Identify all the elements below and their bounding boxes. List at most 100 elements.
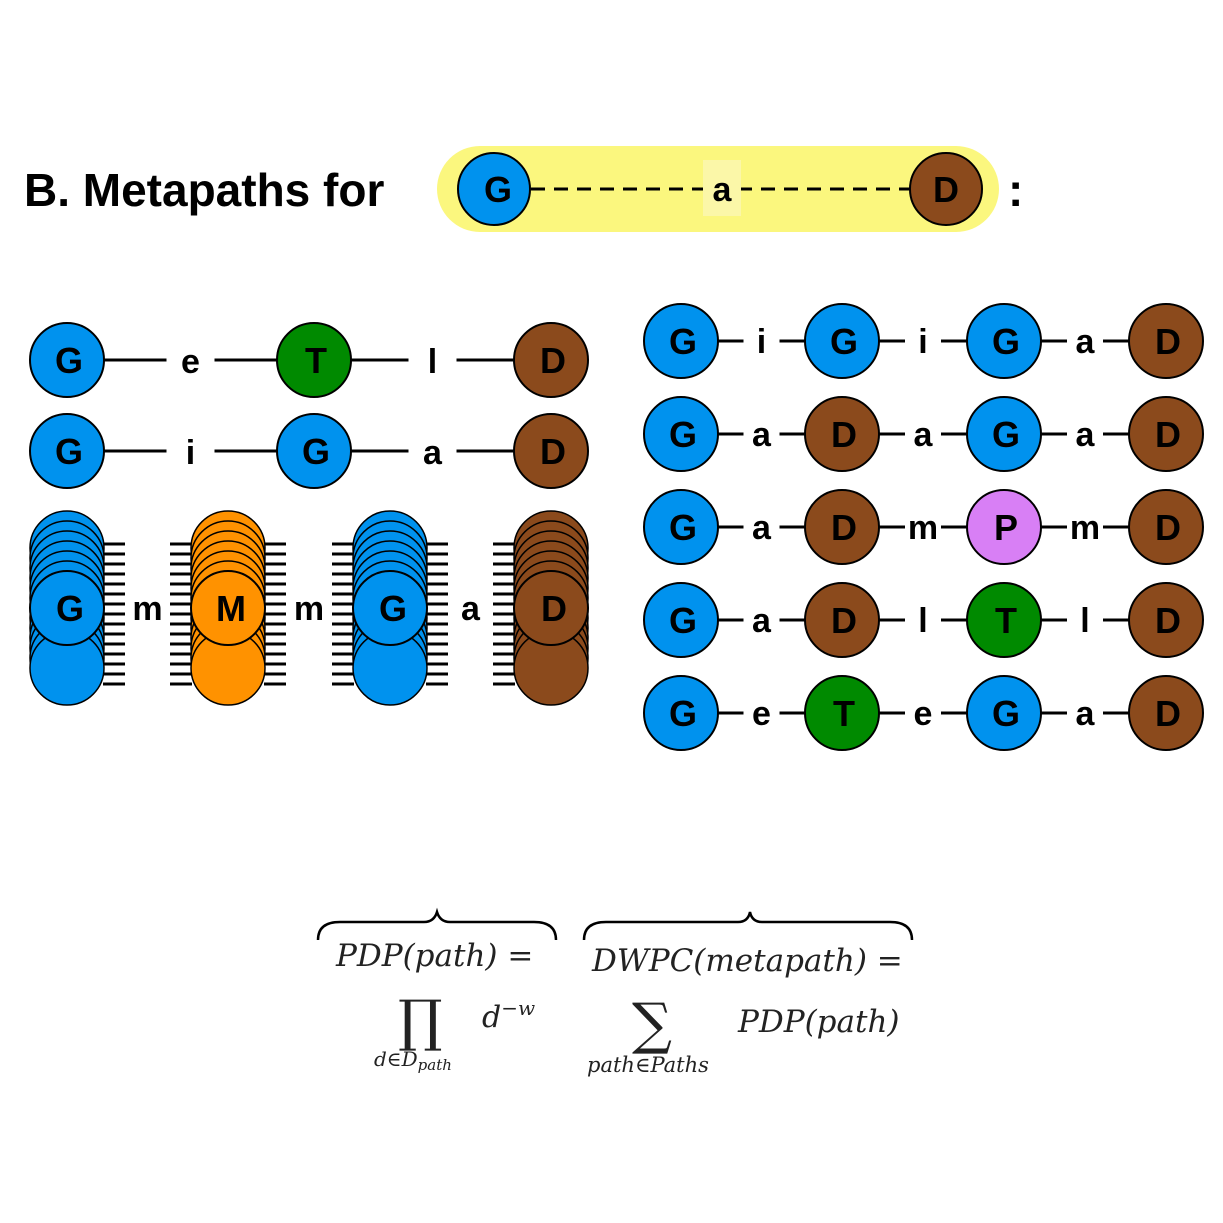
node-D: D — [1128, 396, 1204, 472]
query-edge-label: a — [713, 171, 733, 209]
node-D-label: D — [540, 431, 566, 472]
svg-text:D: D — [933, 169, 959, 210]
edge-label: e — [181, 343, 200, 381]
node-D: D — [1128, 675, 1204, 751]
dwpc-sum-symbol: ∑ — [632, 992, 672, 1057]
node-T-label: T — [833, 693, 855, 734]
pdp-formula: PDP(path) = ∏ d∈Dpath d−w — [316, 907, 558, 1074]
node-M — [190, 570, 266, 646]
section-title: B. Metapaths for — [24, 164, 384, 216]
node-G-label: G — [55, 340, 83, 381]
node-G-label: G — [992, 321, 1020, 362]
node-D: D — [804, 582, 880, 658]
node-D: D — [513, 322, 589, 398]
edge-label-bg — [293, 588, 325, 622]
node-D-label: D — [540, 340, 566, 381]
node-G-label: G — [830, 321, 858, 362]
node-D-label: D — [1155, 507, 1181, 548]
pdp-product-symbol: ∏ — [398, 989, 443, 1054]
node-D: D — [513, 413, 589, 489]
node-G: G — [966, 675, 1042, 751]
node-G-label: G — [302, 431, 330, 472]
edge-label: a — [1076, 695, 1096, 733]
stacked-node-group-M: M — [170, 510, 286, 706]
node-D: D — [804, 396, 880, 472]
edge-label: m — [908, 509, 938, 547]
pdp-term: d−w — [482, 996, 535, 1035]
stacked-node-group-D: D — [493, 510, 589, 706]
query-edge-label-bg — [703, 160, 741, 216]
edge-label: a — [914, 416, 934, 454]
node-G-label: G — [379, 588, 407, 629]
node-G-label: G — [992, 693, 1020, 734]
node-D-label: D — [831, 600, 857, 641]
node-D: D — [1128, 303, 1204, 379]
edge-label: a — [752, 602, 772, 640]
left-path-2: i aG G D — [29, 413, 589, 489]
edge-label-bg — [454, 588, 487, 622]
edge-label: a — [752, 509, 772, 547]
edge-label: a — [752, 416, 772, 454]
right-path-5: e e aG T G D — [643, 675, 1204, 751]
node-G-label: G — [669, 600, 697, 641]
node-P: P — [966, 489, 1042, 565]
node-G: G — [276, 413, 352, 489]
dwpc-term: PDP(path) — [737, 1004, 900, 1040]
edge-label: a — [461, 590, 481, 628]
pdp-lhs: PDP(path) = — [335, 938, 533, 974]
query-target-node: D — [909, 152, 983, 226]
node-G: G — [643, 489, 719, 565]
right-path-2: a a aG D G D — [643, 396, 1204, 472]
node-D-label: D — [541, 588, 567, 629]
node-D — [513, 570, 589, 646]
dwpc-brace — [582, 911, 914, 941]
pdp-brace — [316, 907, 558, 941]
left-path-1: e lG T D — [29, 322, 589, 398]
node-G: G — [966, 303, 1042, 379]
node-G — [352, 570, 428, 646]
node-G-label: G — [992, 414, 1020, 455]
node-G: G — [804, 303, 880, 379]
edge-label: m — [294, 590, 324, 628]
right-metapaths: i i a G G G Da a a G D G Da m m G D P Da l l G D T De e a G T G D — [643, 303, 1204, 751]
stacked-node-group-G: G — [29, 510, 125, 706]
node-D: D — [1128, 489, 1204, 565]
node-P-label: P — [994, 507, 1018, 548]
stacked-node-group-G: G — [332, 510, 448, 706]
left-metapaths: e l G T Di a G G D — [29, 322, 589, 489]
node-D: D — [804, 489, 880, 565]
right-path-4: a l lG D T D — [643, 582, 1204, 658]
node-G: G — [29, 322, 105, 398]
node-T-label: T — [995, 600, 1017, 641]
dwpc-subscript: path∈Paths — [587, 1053, 709, 1077]
node-G: G — [643, 675, 719, 751]
node-D-label: D — [1155, 414, 1181, 455]
edge-label: e — [752, 695, 771, 733]
dwpc-lhs: DWPC(metapath) = — [591, 943, 903, 979]
node-T: T — [804, 675, 880, 751]
right-path-1: i i aG G G D — [643, 303, 1204, 379]
node-T: T — [966, 582, 1042, 658]
edge-label: a — [1076, 416, 1096, 454]
title-colon: : — [1008, 164, 1023, 216]
node-G-label: G — [669, 321, 697, 362]
edge-label: l — [918, 602, 927, 640]
node-T: T — [276, 322, 352, 398]
node-G: G — [643, 582, 719, 658]
node-D-label: D — [1155, 321, 1181, 362]
node-G-label: G — [55, 431, 83, 472]
node-G — [29, 570, 105, 646]
edge-label: e — [914, 695, 933, 733]
node-D-label: D — [1155, 600, 1181, 641]
edge-label: i — [918, 323, 927, 361]
edge-label: m — [132, 590, 162, 628]
node-G: G — [966, 396, 1042, 472]
node-M-label: M — [216, 588, 246, 629]
node-T-label: T — [305, 340, 327, 381]
node-G: G — [29, 413, 105, 489]
stacked-metapath: G M G Dm m a — [29, 510, 589, 706]
edge-label: l — [428, 343, 437, 381]
edge-label-bg — [131, 588, 164, 622]
dwpc-formula: DWPC(metapath) = ∑ path∈Paths PDP(path) — [582, 911, 914, 1077]
